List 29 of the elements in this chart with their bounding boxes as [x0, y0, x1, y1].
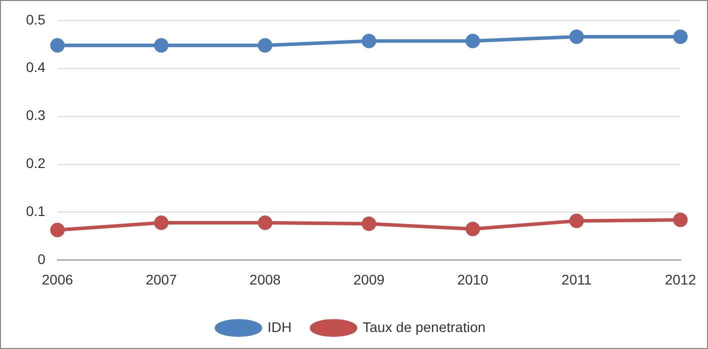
point — [154, 38, 169, 53]
point — [50, 222, 65, 238]
point — [362, 34, 376, 48]
x-tick-label: 2006 — [42, 271, 74, 288]
point — [50, 38, 65, 53]
y-tick-label: 0.1 — [26, 203, 46, 220]
y-tick-label: 0.3 — [26, 107, 46, 124]
point — [466, 34, 480, 48]
point — [362, 216, 376, 231]
x-tick-label: 2012 — [664, 271, 696, 288]
point — [569, 214, 584, 228]
x-tick-label: 2011 — [562, 271, 592, 288]
y-tick-label: 0.2 — [26, 155, 46, 172]
x-tick-label: 2007 — [146, 271, 178, 288]
y-tick-label: 0 — [38, 251, 46, 268]
y-tick-label: 0.4 — [26, 59, 46, 76]
point — [154, 216, 169, 230]
legend-label: Taux de penetration — [362, 318, 486, 335]
point — [466, 222, 480, 236]
point — [258, 216, 272, 230]
point — [569, 29, 584, 44]
x-tick-label: 2009 — [353, 271, 385, 288]
legend-label: IDH — [267, 318, 292, 335]
x-tick-label: 2010 — [457, 271, 489, 288]
point — [673, 29, 688, 44]
x-tick-label: 2008 — [250, 271, 281, 288]
point — [673, 212, 688, 228]
point — [258, 38, 272, 53]
y-tick-label: 0.5 — [26, 11, 46, 28]
